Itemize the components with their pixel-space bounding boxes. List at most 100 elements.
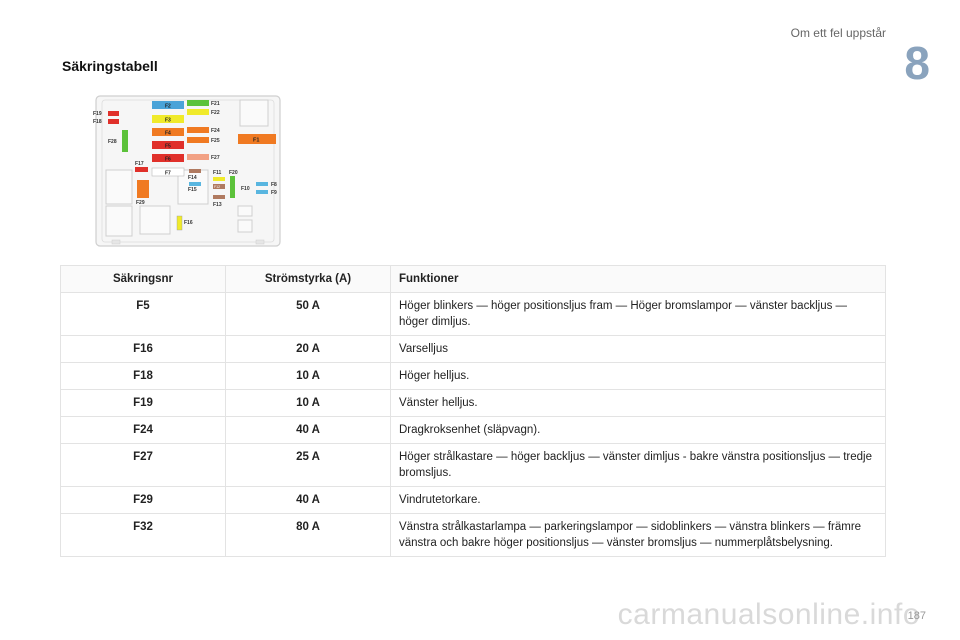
fuse-amperage: 40 A (225, 486, 391, 514)
section-title: Säkringstabell (62, 58, 158, 74)
fuse-amperage: 25 A (225, 443, 391, 487)
fuse-number: F29 (60, 486, 226, 514)
relay-block (105, 205, 133, 237)
fuse-F14 (189, 169, 201, 173)
fuse-label-F25: F25 (211, 138, 220, 144)
fuse-functions: Höger blinkers — höger positionsljus fra… (390, 292, 886, 336)
fuse-F16 (176, 215, 183, 231)
page-number: 187 (907, 610, 926, 622)
fuse-F15 (189, 182, 201, 186)
fuse-functions: Varselljus (390, 335, 886, 363)
fuse-F17 (135, 167, 148, 172)
fuse-label-F17: F17 (135, 161, 144, 167)
fuse-F11 (213, 177, 225, 181)
fuse-label-F20: F20 (229, 170, 238, 176)
fuse-amperage: 10 A (225, 389, 391, 417)
fuse-amperage: 80 A (225, 513, 391, 557)
fuse-label-F27: F27 (211, 155, 220, 161)
fuse-F9 (256, 190, 268, 194)
fuse-functions: Vindrutetorkare. (390, 486, 886, 514)
fuse-number: F19 (60, 389, 226, 417)
chapter-label: Om ett fel uppstår (790, 26, 886, 40)
fuse-functions: Höger strålkastare — höger backljus — vä… (390, 443, 886, 487)
fuse-F20 (230, 176, 235, 198)
table-row: F19 10 A Vänster helljus. (60, 389, 886, 417)
fuse-label-F11: F11 (213, 170, 222, 176)
fuse-F6 (152, 154, 184, 162)
fuse-F8 (256, 182, 268, 186)
table-row: F27 25 A Höger strålkastare — höger back… (60, 443, 886, 487)
fuse-F2 (152, 101, 184, 109)
fuse-functions: Vänstra strålkastarlampa — parkeringslam… (390, 513, 886, 557)
table-header-row: Säkringsnr Strömstyrka (A) Funktioner (60, 265, 886, 293)
fuse-functions: Dragkroksenhet (släpvagn). (390, 416, 886, 444)
fuse-functions: Vänster helljus. (390, 389, 886, 417)
table-row: F18 10 A Höger helljus. (60, 362, 886, 390)
fuse-box-diagram: F19 F18 F28 F17 F29 F2 F3 F4 F5 F6 F7 F2… (88, 90, 288, 252)
relay-block (139, 205, 171, 235)
connector-tab (255, 239, 265, 245)
fuse-label-F4: F4 (165, 131, 171, 137)
fuse-label-F29: F29 (136, 200, 145, 206)
fuse-F22 (187, 109, 209, 115)
fuse-F13 (213, 195, 225, 199)
fuse-F5 (152, 141, 184, 149)
fuse-number: F27 (60, 443, 226, 487)
fuse-label-F21: F21 (211, 101, 220, 107)
fuse-number: F32 (60, 513, 226, 557)
fuse-functions: Höger helljus. (390, 362, 886, 390)
fuse-label-F2: F2 (165, 104, 171, 110)
table-row: F24 40 A Dragkroksenhet (släpvagn). (60, 416, 886, 444)
fuse-label-F15: F15 (188, 187, 197, 193)
fuse-F12 (213, 184, 225, 189)
connector-tab (111, 239, 121, 245)
fuse-label-F7: F7 (165, 171, 171, 177)
fuse-F4 (152, 128, 184, 136)
table-row: F32 80 A Vänstra strålkastarlampa — park… (60, 513, 886, 557)
fuse-F19 (108, 111, 119, 116)
fuse-F24 (187, 127, 209, 133)
watermark: carmanualsonline.info (617, 598, 920, 631)
fuse-number: F18 (60, 362, 226, 390)
relay-block (237, 205, 253, 217)
fuse-label-F13: F13 (213, 202, 222, 208)
table-row: F29 40 A Vindrutetorkare. (60, 486, 886, 514)
fuse-label-F24: F24 (211, 128, 220, 134)
relay-block (105, 169, 133, 205)
fuse-F7 (151, 167, 185, 177)
relay-block (239, 99, 269, 127)
fuse-label-F1: F1 (253, 138, 259, 144)
fuse-label-F3: F3 (165, 118, 171, 124)
fuse-amperage: 20 A (225, 335, 391, 363)
fuse-F21 (187, 100, 209, 106)
chapter-number: 8 (904, 37, 930, 89)
fuse-F28 (122, 130, 128, 152)
table-row: F16 20 A Varselljus (60, 335, 886, 363)
fuse-number: F24 (60, 416, 226, 444)
fuse-F1 (238, 134, 276, 144)
relay-block (237, 219, 253, 233)
fuse-F18 (108, 119, 119, 124)
fuse-amperage: 50 A (225, 292, 391, 336)
fuse-label-F19: F19 (93, 111, 102, 117)
fuse-label-F12: F12 (214, 185, 220, 189)
fuse-number: F16 (60, 335, 226, 363)
fuse-label-F5: F5 (165, 144, 171, 150)
fuse-F25 (187, 137, 209, 143)
fuse-label-F10: F10 (241, 186, 250, 192)
fuse-box-svg: F19 F18 F28 F17 F29 F2 F3 F4 F5 F6 F7 F2… (93, 95, 281, 247)
table-row: F5 50 A Höger blinkers — höger positions… (60, 292, 886, 336)
fuse-label-F22: F22 (211, 110, 220, 116)
fuse-F3 (152, 115, 184, 123)
fuse-F29 (137, 180, 149, 198)
fuse-label-F14: F14 (188, 175, 197, 181)
fuse-label-F16: F16 (184, 220, 193, 226)
fuse-label-F28: F28 (108, 139, 117, 145)
fuse-label-F18: F18 (93, 119, 102, 125)
header-functions: Funktioner (390, 265, 886, 293)
fuse-label-F9: F9 (271, 190, 277, 196)
header-fuse-number: Säkringsnr (60, 265, 226, 293)
fuse-amperage: 10 A (225, 362, 391, 390)
fuse-F27 (187, 154, 209, 160)
header-amperage: Strömstyrka (A) (225, 265, 391, 293)
